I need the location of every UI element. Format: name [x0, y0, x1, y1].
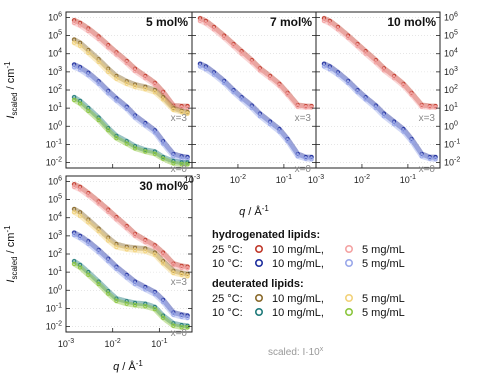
x-tick-label: 10-2: [230, 174, 246, 185]
legend-marker: [346, 309, 352, 315]
y-tick-label: 10-1: [46, 302, 62, 313]
y-tick-label: 102: [48, 248, 62, 259]
scale-annotation-upper: x=3: [171, 113, 188, 124]
x-tick-label: 10-3: [58, 338, 74, 349]
legend-label: 10 mg/mL,: [272, 258, 324, 270]
scale-annotation-upper: x=3: [295, 113, 312, 124]
legend-marker: [256, 260, 262, 266]
y-tick-label: 101: [444, 102, 458, 113]
y-tick-label: 101: [48, 102, 62, 113]
series-band: [324, 21, 435, 108]
y-tick-label: 100: [48, 120, 62, 131]
y-tick-label: 103: [48, 230, 62, 241]
y-axis-title-bottom: Iscaled / cm-1: [3, 225, 19, 283]
scale-annotation-lower: x=0: [419, 164, 436, 175]
scale-annotation-upper: x=3: [419, 113, 436, 124]
panel-2: 10-3 10-2 10-17 mol%x=3x=0: [184, 12, 316, 185]
legend-marker: [256, 295, 262, 301]
legend-marker: [256, 309, 262, 315]
legend-temp: 10 °C:: [212, 307, 243, 319]
legend-label: 10 mg/mL,: [272, 244, 324, 256]
x-tick-label: 10-2: [354, 174, 370, 185]
y-tick-label: 10-2: [46, 157, 62, 168]
y-tick-label: 106: [444, 11, 458, 22]
series-band: [200, 21, 311, 108]
series-band: [74, 23, 187, 108]
y-tick-label: 101: [48, 266, 62, 277]
panel-1: 10-2 10-1 100 101 102 103 104 105 106 5 mol% x=3 x=…: [46, 11, 192, 175]
y-tick-label: 10-2: [444, 157, 460, 168]
panel-title: 5 mol%: [146, 15, 188, 29]
panel-title: 7 mol%: [270, 15, 312, 29]
x-tick-label: 10-1: [151, 338, 167, 349]
panel-4: 10-2 10-1 100 101 102 103 104 105 106 10-3 10-2 10-…: [46, 175, 192, 349]
y-tick-label: 105: [48, 30, 62, 41]
y-tick-label: 100: [48, 284, 62, 295]
y-tick-label: 106: [48, 11, 62, 22]
legend-temp: 10 °C:: [212, 258, 243, 270]
y-tick-label: 105: [48, 194, 62, 205]
y-tick-label: 104: [48, 48, 62, 59]
x-tick-label: 10-3: [308, 174, 324, 185]
legend-marker: [346, 246, 352, 252]
scale-annotation-upper: x=3: [171, 277, 188, 288]
y-tick-label: 10-1: [444, 138, 460, 149]
y-tick-label: 103: [48, 66, 62, 77]
x-tick-label: 10-1: [400, 174, 416, 185]
y-tick-label: 100: [444, 120, 458, 131]
panel-title: 10 mol%: [387, 15, 436, 29]
legend: hydrogenated lipids: 25 °C: 10 mg/mL, 5 mg/…: [212, 229, 405, 358]
legend-label: 5 mg/mL: [362, 293, 405, 305]
y-tick-label: 102: [48, 84, 62, 95]
legend-marker: [346, 260, 352, 266]
scale-annotation-lower: x=0: [171, 164, 188, 175]
x-axis-title-bottom: q / Å-1: [113, 359, 143, 373]
series-h25_5: [73, 21, 189, 109]
y-tick-label: 104: [444, 48, 458, 59]
y-tick-label: 104: [48, 212, 62, 223]
x-tick-label: 10-1: [276, 174, 292, 185]
legend-heading: hydrogenated lipids:: [212, 229, 320, 241]
legend-heading: deuterated lipids:: [212, 278, 304, 290]
legend-temp: 25 °C:: [212, 293, 243, 305]
panel-title: 30 mol%: [139, 179, 188, 193]
legend-label: 5 mg/mL: [362, 258, 405, 270]
legend-label: 10 mg/mL,: [272, 307, 324, 319]
x-axis-title-top: q / Å-1: [239, 204, 269, 218]
legend-marker: [346, 295, 352, 301]
y-tick-label: 105: [444, 30, 458, 41]
legend-temp: 25 °C:: [212, 244, 243, 256]
y-tick-label: 10-1: [46, 138, 62, 149]
y-tick-label: 106: [48, 175, 62, 186]
y-tick-label: 103: [444, 66, 458, 77]
scale-annotation-lower: x=0: [295, 164, 312, 175]
legend-marker: [256, 246, 262, 252]
series-h25_5: [323, 19, 438, 109]
series-h25_5: [199, 19, 314, 109]
scale-annotation-lower: x=0: [171, 328, 188, 339]
y-axis-title-top: Iscaled / cm-1: [3, 61, 19, 119]
legend-label: 10 mg/mL,: [272, 293, 324, 305]
y-tick-label: 102: [444, 84, 458, 95]
y-tick-label: 10-2: [46, 321, 62, 332]
legend-label: 5 mg/mL: [362, 244, 405, 256]
scaling-note: scaled: I·10x: [268, 346, 324, 358]
panel-3: 10-2 10-1 100 101 102 103 104 105 106 10-3 10-2 10-…: [308, 11, 460, 185]
x-tick-label: 10-2: [105, 338, 121, 349]
legend-label: 5 mg/mL: [362, 307, 405, 319]
